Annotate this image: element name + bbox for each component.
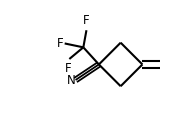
Text: N: N — [67, 74, 76, 87]
Text: F: F — [57, 37, 64, 50]
Text: F: F — [83, 14, 90, 27]
Text: F: F — [65, 62, 71, 75]
